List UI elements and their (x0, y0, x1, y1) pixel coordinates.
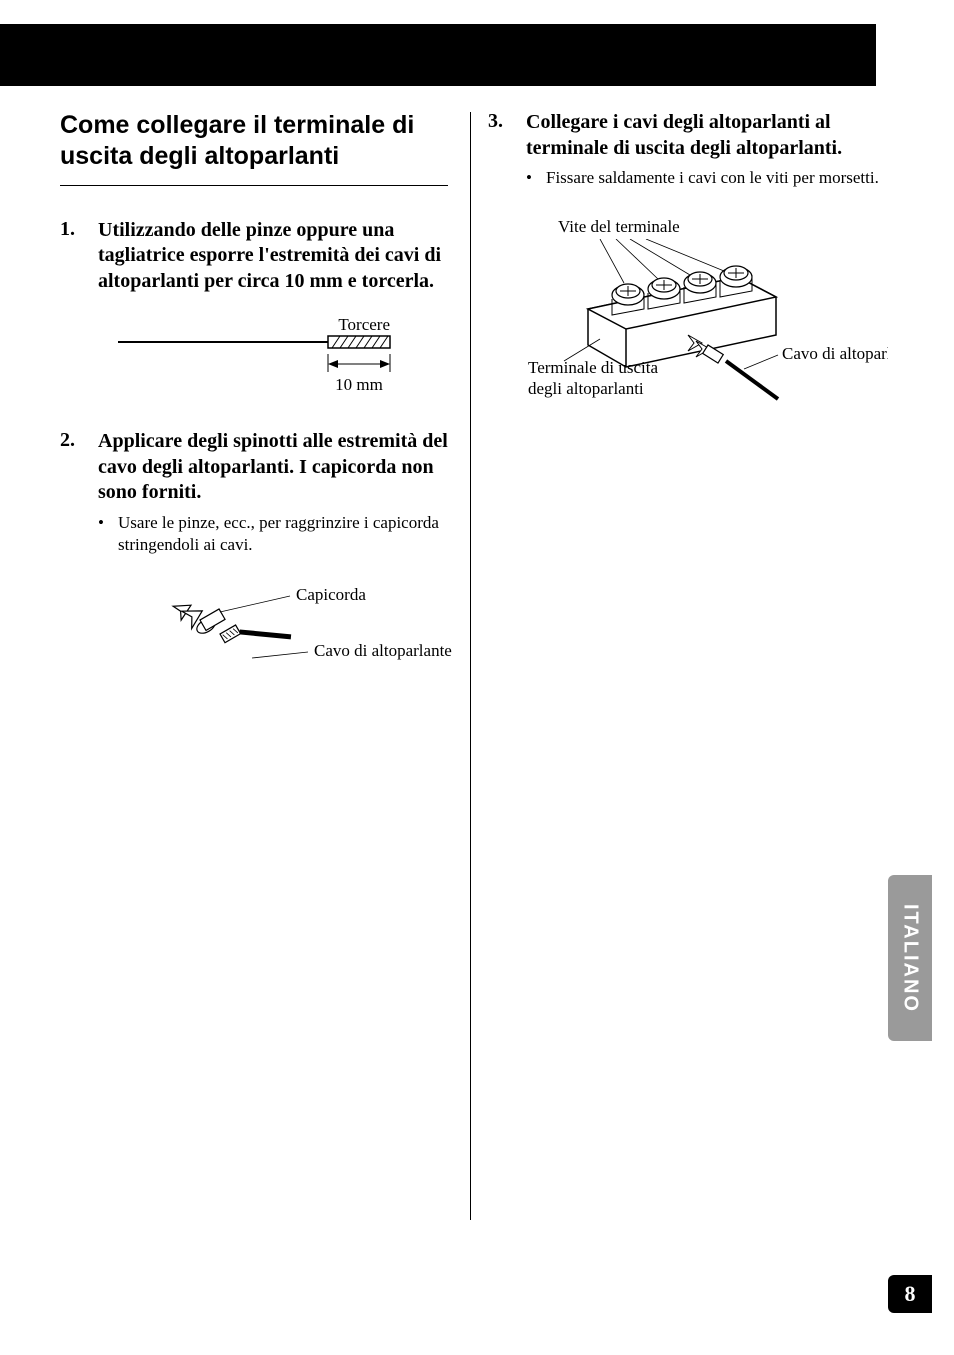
fig1-length-label: 10 mm (335, 375, 383, 394)
section-title: Come collegare il terminale di uscita de… (60, 110, 448, 173)
fig3-screw-label: Vite del terminale (558, 217, 886, 237)
step-3-bullet-text: Fissare saldamente i cavi con le viti pe… (546, 167, 879, 189)
fig2-cable-label: Cavo di altoparlante (314, 641, 452, 660)
step-2-body: Applicare degli spinotti alle estremità … (98, 429, 448, 564)
page-number: 8 (905, 1281, 916, 1307)
step-2-bullet-text: Usare le pinze, ecc., per raggrinzire i … (118, 512, 448, 556)
fig1-twist-label: Torcere (338, 318, 390, 334)
step-3-heading: Collegare i cavi degli altoparlanti al t… (526, 110, 886, 161)
left-column: Come collegare il terminale di uscita de… (60, 110, 468, 723)
step-1-heading: Utilizzando delle pinze oppure una tagli… (98, 218, 448, 295)
bullet-dot: • (98, 512, 118, 556)
wire-twist-diagram: Torcere 10 mm (118, 318, 418, 398)
title-underline (60, 185, 448, 186)
figure-1: Torcere 10 mm (118, 318, 448, 403)
step-1: 1. Utilizzando delle pinze oppure una ta… (60, 218, 448, 301)
step-3: 3. Collegare i cavi degli altoparlanti a… (488, 110, 886, 197)
step-1-number: 1. (60, 218, 98, 301)
column-divider (470, 112, 471, 1220)
header-black-bar (0, 24, 876, 86)
fig2-lug-label: Capicorda (296, 585, 366, 604)
step-2-heading: Applicare degli spinotti alle estremità … (98, 429, 448, 506)
step-2-bullet: • Usare le pinze, ecc., per raggrinzire … (98, 512, 448, 556)
step-2: 2. Applicare degli spinotti alle estremi… (60, 429, 448, 564)
fig3-cable-label: Cavo di altoparlante (782, 344, 888, 363)
step-1-body: Utilizzando delle pinze oppure una tagli… (98, 218, 448, 301)
step-3-bullet: • Fissare saldamente i cavi con le viti … (526, 167, 886, 189)
terminal-block-diagram: Cavo di altoparlante (528, 239, 888, 439)
right-column: 3. Collegare i cavi degli altoparlanti a… (468, 110, 886, 723)
language-tab: ITALIANO (888, 875, 932, 1041)
content-area: Come collegare il terminale di uscita de… (60, 110, 906, 723)
lug-diagram: Capicorda Cavo di altoparlante (160, 582, 460, 692)
bullet-dot: • (526, 167, 546, 189)
language-tab-text: ITALIANO (899, 904, 922, 1013)
figure-2: Capicorda Cavo di altoparlante (160, 582, 448, 697)
page-number-box: 8 (888, 1275, 932, 1313)
step-3-number: 3. (488, 110, 526, 197)
step-3-body: Collegare i cavi degli altoparlanti al t… (526, 110, 886, 197)
fig3-terminal-label: Terminale di uscita degli altoparlanti (528, 358, 668, 399)
step-2-number: 2. (60, 429, 98, 564)
figure-3: Vite del terminale (528, 217, 886, 485)
